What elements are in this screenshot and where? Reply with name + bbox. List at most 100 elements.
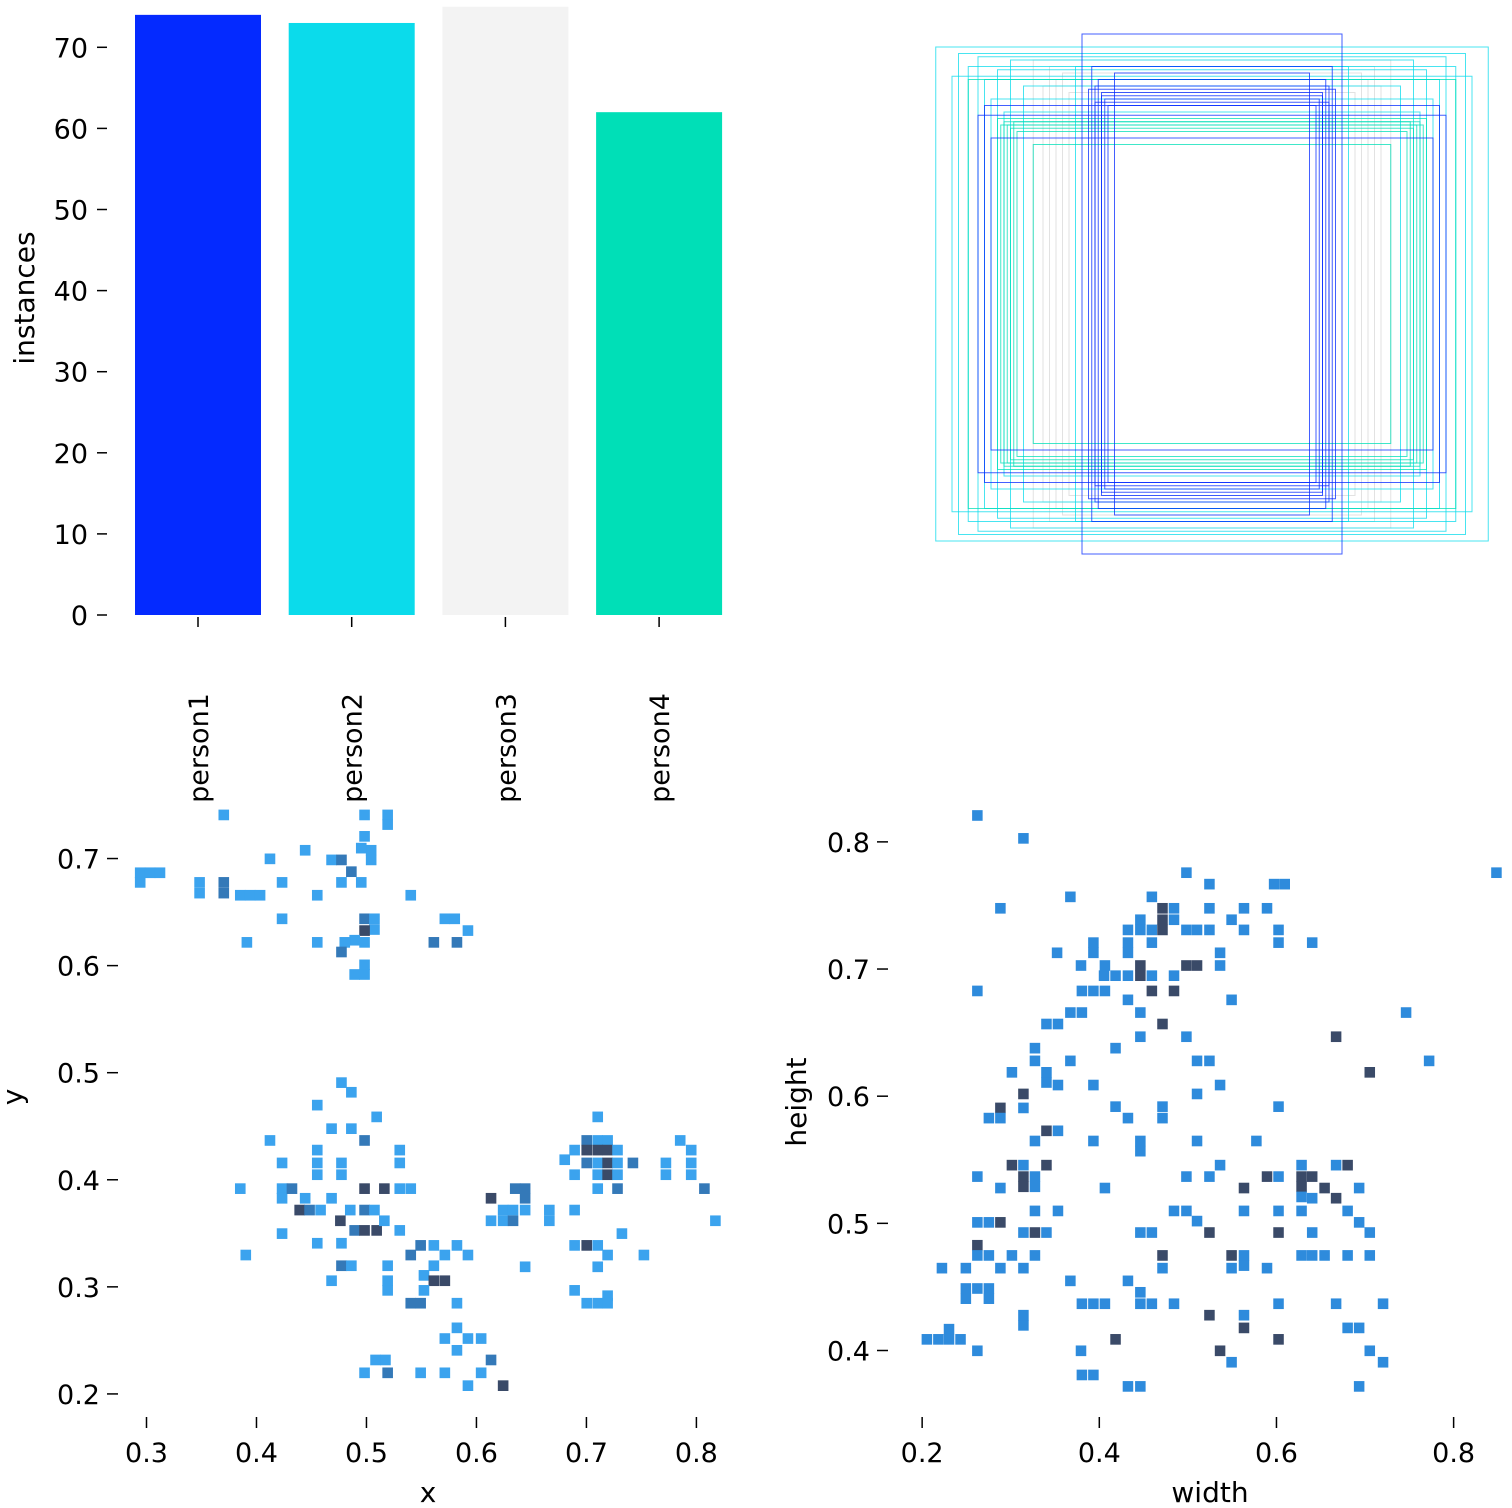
heatmap-cell <box>371 1225 382 1236</box>
heatmap-cell <box>1122 937 1134 948</box>
heatmap-cell <box>972 1250 983 1261</box>
heatmap-cell <box>569 1204 580 1216</box>
label-box-person1 <box>1114 72 1310 516</box>
heatmap-cell <box>365 844 377 856</box>
label-box-person2 <box>984 79 1440 509</box>
heatmap-cell <box>1273 1171 1284 1182</box>
heatmap-cell <box>569 1169 580 1181</box>
heatmap-cell <box>462 1249 474 1261</box>
heatmap-cell <box>569 1285 580 1296</box>
x-tick-label: 0.4 <box>235 1438 278 1469</box>
heatmap-cell <box>1018 1320 1029 1331</box>
heatmap-cell <box>380 1354 391 1366</box>
heatmap-cell <box>1110 1334 1121 1345</box>
heatmap-cell <box>1122 947 1134 959</box>
heatmap-cell <box>921 1334 933 1345</box>
heatmap-cell <box>475 1333 487 1344</box>
heatmap-cell <box>1029 1250 1041 1261</box>
heatmap-cell <box>349 1225 360 1236</box>
label-box-person2 <box>990 98 1434 490</box>
x-tick-label: 0.3 <box>125 1438 168 1469</box>
heatmap-cell <box>1099 985 1111 997</box>
bar-person1 <box>135 14 261 616</box>
heatmap-cell <box>369 924 380 935</box>
heatmap-cell <box>1122 924 1134 936</box>
heatmap-cell <box>1041 1067 1052 1078</box>
heatmap-cell <box>936 1262 948 1274</box>
heatmap-cell <box>1214 1159 1226 1171</box>
heatmap-cell <box>359 925 370 936</box>
heatmap-cell <box>1157 1112 1168 1124</box>
heatmap-cell <box>1006 1159 1018 1171</box>
heatmap-cell <box>1279 878 1290 890</box>
x-tick-label: 0.4 <box>1078 1438 1121 1469</box>
heatmap-cell <box>1041 1077 1052 1088</box>
heatmap-cell <box>439 1333 451 1344</box>
heatmap-cell <box>1135 1007 1146 1018</box>
heatmap-cell <box>315 1204 326 1216</box>
heatmap-cell <box>509 1183 521 1194</box>
heatmap-cell <box>346 866 357 878</box>
label-box-person1 <box>984 105 1440 483</box>
heatmap-cell <box>1296 1171 1307 1182</box>
heatmap-cell <box>972 1345 983 1357</box>
heatmap-cell <box>1181 1205 1192 1217</box>
x-tick-label: 0.8 <box>675 1438 718 1469</box>
heatmap-cell <box>405 889 417 901</box>
heatmap-cell <box>519 1204 531 1216</box>
heatmap-cell <box>264 1135 276 1146</box>
heatmap-cell <box>264 853 276 865</box>
heatmap-cell <box>1157 1018 1168 1030</box>
heatmap-cell <box>699 1183 710 1194</box>
heatmap-cell <box>995 1182 1006 1194</box>
heatmap-cell <box>616 1228 628 1239</box>
heatmap-cell <box>428 1260 440 1272</box>
heatmap-cell <box>194 877 205 888</box>
heatmap-cell <box>1146 985 1158 997</box>
heatmap-cell <box>415 1367 426 1379</box>
bar-person4 <box>596 112 723 616</box>
heatmap-cell <box>382 1367 393 1379</box>
label-box-person4 <box>1000 124 1424 464</box>
wh-xlabel: width <box>1171 1476 1248 1508</box>
heatmap-cell <box>1296 1205 1307 1217</box>
heatmap-cell <box>1018 833 1029 844</box>
heatmap-cell <box>311 1169 323 1181</box>
heatmap-cell <box>369 1204 380 1216</box>
heatmap-cell <box>1098 970 1110 982</box>
heatmap-cell <box>972 985 983 997</box>
heatmap-cell <box>1261 1262 1273 1274</box>
heatmap-cell <box>1157 914 1168 926</box>
heatmap-cell <box>638 1249 650 1261</box>
label-box-person3 <box>1062 72 1362 516</box>
heatmap-cell <box>497 1204 509 1216</box>
x-tick-label: person3 <box>491 693 522 803</box>
heatmap-cell <box>1006 1067 1018 1078</box>
heatmap-cell <box>1075 1345 1087 1357</box>
heatmap-cell <box>428 937 440 948</box>
heatmap-cell <box>602 1290 613 1302</box>
heatmap-cell <box>1273 1227 1284 1238</box>
heatmap-cell <box>592 1297 604 1309</box>
heatmap-cell <box>1273 1334 1284 1345</box>
heatmap-cell <box>1273 1101 1284 1112</box>
heatmap-cell <box>1052 1079 1064 1091</box>
heatmap-cell <box>439 1367 451 1379</box>
heatmap-cell <box>336 1077 347 1088</box>
heatmap-cell <box>134 867 146 879</box>
heatmap-cell <box>218 887 230 899</box>
heatmap-cell <box>972 810 983 821</box>
heatmap-cell <box>685 1144 697 1156</box>
label-box-person3 <box>1068 92 1356 496</box>
heatmap-cell <box>660 1169 672 1181</box>
heatmap-cell <box>1319 1182 1330 1194</box>
heatmap-cell <box>581 1144 593 1156</box>
heatmap-cell <box>218 809 230 821</box>
heatmap-cell <box>1226 994 1237 1006</box>
heatmap-cell <box>276 1228 288 1239</box>
heatmap-cell <box>602 1157 613 1169</box>
heatmap-cell <box>1029 1205 1041 1217</box>
heatmap-cell <box>1273 1298 1284 1310</box>
heatmap-cell <box>359 809 370 821</box>
heatmap-cell <box>1018 1181 1029 1193</box>
